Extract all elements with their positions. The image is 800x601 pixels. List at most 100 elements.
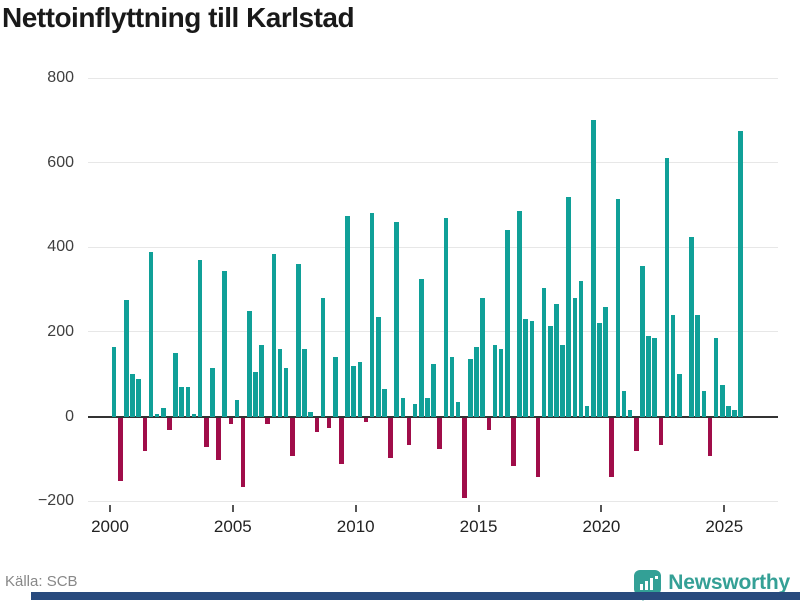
bar-2017-Q1[interactable] [529, 321, 535, 417]
bar-2011-Q3[interactable] [394, 221, 399, 417]
bar-2015-Q3[interactable] [492, 344, 498, 417]
bar-2017-Q2[interactable] [535, 417, 541, 477]
bar-2006-Q3[interactable] [271, 253, 277, 417]
bar-2012-Q2[interactable] [412, 403, 418, 417]
bar-2016-Q2[interactable] [511, 417, 516, 467]
bar-2011-Q2[interactable] [388, 417, 393, 458]
bar-2003-Q4[interactable] [203, 417, 209, 448]
bar-2015-Q4[interactable] [498, 348, 504, 417]
bar-2005-Q3[interactable] [246, 310, 252, 417]
bar-2002-Q4[interactable] [179, 386, 184, 417]
bar-2019-Q2[interactable] [584, 406, 590, 417]
bar-2000-Q4[interactable] [130, 374, 135, 417]
bar-2016-Q4[interactable] [523, 319, 528, 417]
bar-2008-Q2[interactable] [314, 417, 320, 433]
bar-2021-Q3[interactable] [640, 266, 645, 417]
bar-2012-Q3[interactable] [418, 279, 424, 417]
bar-2022-Q4[interactable] [670, 315, 676, 417]
bar-2008-Q1[interactable] [308, 412, 313, 417]
bar-2001-Q3[interactable] [148, 251, 154, 417]
bar-2023-Q1[interactable] [676, 374, 682, 417]
bar-2004-Q2[interactable] [216, 417, 221, 460]
bar-2014-Q3[interactable] [468, 359, 473, 417]
bar-2012-Q1[interactable] [406, 417, 412, 446]
bar-2009-Q2[interactable] [339, 417, 344, 465]
bar-2019-Q4[interactable] [597, 323, 602, 417]
bar-2010-Q1[interactable] [357, 361, 363, 417]
bar-2019-Q3[interactable] [590, 120, 596, 417]
bar-2017-Q3[interactable] [541, 287, 547, 417]
bar-2002-Q2[interactable] [167, 417, 172, 431]
bar-2021-Q2[interactable] [633, 417, 639, 452]
bar-2009-Q3[interactable] [345, 215, 350, 417]
bar-2016-Q1[interactable] [504, 230, 510, 417]
bar-2000-Q1[interactable] [111, 346, 117, 417]
bar-2018-Q1[interactable] [554, 304, 559, 417]
bar-2000-Q2[interactable] [117, 417, 123, 482]
bar-2019-Q1[interactable] [578, 281, 584, 417]
bar-2013-Q4[interactable] [449, 357, 455, 417]
bar-2022-Q2[interactable] [658, 417, 664, 446]
bar-2002-Q3[interactable] [173, 353, 178, 417]
bar-2013-Q3[interactable] [443, 217, 449, 417]
bar-2021-Q4[interactable] [646, 336, 651, 417]
bar-2024-Q3[interactable] [713, 338, 719, 417]
bar-2013-Q1[interactable] [431, 363, 436, 417]
bar-2006-Q2[interactable] [265, 417, 270, 424]
bar-2004-Q1[interactable] [210, 367, 215, 417]
bar-2009-Q4[interactable] [351, 365, 356, 417]
bar-2014-Q4[interactable] [474, 346, 479, 417]
bar-2017-Q4[interactable] [547, 325, 553, 417]
bar-2005-Q4[interactable] [253, 372, 258, 417]
bar-2005-Q2[interactable] [240, 417, 246, 488]
bar-2016-Q3[interactable] [517, 211, 522, 417]
bar-2024-Q4[interactable] [719, 384, 725, 417]
bar-2025-Q1[interactable] [726, 406, 731, 417]
bar-2020-Q4[interactable] [621, 391, 627, 417]
bar-2002-Q1[interactable] [160, 408, 166, 417]
bar-2013-Q2[interactable] [437, 417, 442, 450]
bar-2007-Q3[interactable] [296, 264, 301, 417]
bar-2011-Q1[interactable] [382, 389, 387, 417]
bar-2012-Q4[interactable] [425, 397, 430, 417]
bar-2010-Q2[interactable] [363, 417, 369, 422]
bar-2003-Q1[interactable] [185, 386, 191, 417]
bar-2005-Q1[interactable] [234, 399, 240, 417]
bar-2008-Q4[interactable] [326, 417, 332, 429]
bar-2025-Q3[interactable] [738, 130, 743, 417]
bar-2022-Q3[interactable] [664, 158, 670, 417]
bar-2020-Q3[interactable] [615, 198, 621, 417]
bar-2018-Q4[interactable] [572, 298, 578, 417]
bar-2007-Q1[interactable] [283, 367, 289, 417]
bar-2006-Q4[interactable] [277, 348, 283, 417]
bar-2001-Q2[interactable] [142, 417, 148, 452]
bar-2023-Q4[interactable] [695, 315, 700, 417]
bar-2020-Q2[interactable] [609, 417, 614, 477]
bar-2009-Q1[interactable] [332, 357, 338, 417]
bar-2010-Q3[interactable] [369, 213, 375, 417]
bar-2015-Q2[interactable] [486, 417, 492, 431]
bar-2004-Q4[interactable] [228, 417, 234, 424]
bar-2015-Q1[interactable] [480, 298, 485, 417]
bar-2004-Q3[interactable] [222, 270, 227, 417]
bar-2007-Q2[interactable] [289, 417, 295, 456]
bar-2011-Q4[interactable] [400, 397, 406, 417]
bar-2018-Q2[interactable] [560, 344, 565, 417]
bar-2001-Q4[interactable] [154, 414, 160, 417]
bar-2020-Q1[interactable] [603, 306, 608, 417]
bar-2014-Q1[interactable] [455, 401, 461, 417]
bar-2003-Q3[interactable] [197, 259, 203, 417]
bar-2018-Q3[interactable] [566, 196, 571, 417]
bar-2000-Q3[interactable] [124, 300, 129, 417]
bar-2010-Q4[interactable] [375, 317, 381, 417]
bar-2003-Q2[interactable] [191, 414, 197, 417]
bar-2023-Q3[interactable] [689, 236, 694, 417]
bar-2024-Q1[interactable] [701, 391, 707, 417]
bar-2021-Q1[interactable] [627, 410, 633, 417]
bar-2001-Q1[interactable] [136, 378, 141, 417]
bar-2008-Q3[interactable] [320, 298, 326, 417]
bar-2022-Q1[interactable] [652, 338, 657, 417]
bar-2014-Q2[interactable] [461, 417, 467, 498]
bar-2007-Q4[interactable] [302, 348, 307, 417]
bar-2006-Q1[interactable] [259, 344, 264, 417]
